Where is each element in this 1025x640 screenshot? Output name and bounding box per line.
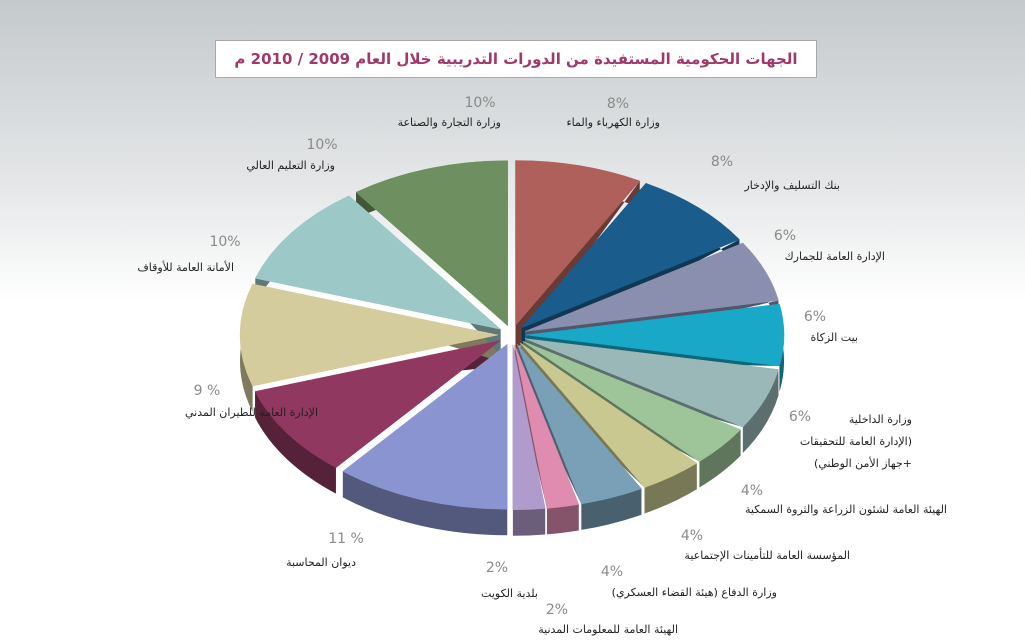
category-label: بنك التسليف والإدخار xyxy=(744,179,840,192)
slice xyxy=(254,340,501,468)
category-label: المؤسسة العامة للتأمينات الإجتماعية xyxy=(684,549,850,562)
value-label: 10% xyxy=(464,95,496,111)
value-label: 8% xyxy=(710,154,734,170)
value-label: 6% xyxy=(773,228,797,244)
category-label: الإدارة العامة للطيران المدني xyxy=(184,406,318,419)
slice xyxy=(515,160,641,327)
category-label: الهيئة العامة للمعلومات المدنية xyxy=(538,623,678,636)
category-label: ديوان المحاسبة xyxy=(286,556,356,569)
value-label: 4% xyxy=(680,528,704,544)
category-label: وزارة التجارة والصناعة xyxy=(397,116,501,129)
category-label: بلدية الكويت xyxy=(481,587,538,600)
slice xyxy=(524,242,779,332)
value-label: 4% xyxy=(600,564,624,580)
slice xyxy=(522,341,742,462)
slice xyxy=(239,283,499,387)
slice xyxy=(524,338,779,428)
category-label: الهيئة العامة لشئون الزراعة والثروة السم… xyxy=(745,503,947,516)
value-label: 6% xyxy=(788,409,812,425)
chart-title: الجهات الحكومية المستفيدة من الدورات الت… xyxy=(215,40,817,78)
slice xyxy=(521,182,740,329)
slice xyxy=(512,344,546,511)
value-label: 11 % xyxy=(328,531,364,547)
category-label: الإدارة العامة للجمارك xyxy=(784,250,885,263)
slice xyxy=(254,195,502,330)
slice xyxy=(342,343,508,510)
slice xyxy=(525,303,785,367)
value-label: 6% xyxy=(803,309,827,325)
value-label: 10% xyxy=(306,137,338,153)
category-label: وزارة التعليم العالي xyxy=(246,159,335,172)
value-label: 9 % xyxy=(193,383,221,399)
category-label: بيت الزكاة xyxy=(810,331,858,344)
slice xyxy=(520,342,698,488)
category-label: وزارة الداخلية (الإدارة العامة للتحقيقات… xyxy=(799,413,912,470)
value-label: 8% xyxy=(606,96,630,112)
category-label: الأمانة العامة للأوقاف xyxy=(137,261,234,274)
value-label: 10% xyxy=(209,234,241,250)
value-label: 4% xyxy=(740,483,764,499)
category-label: وزارة الدفاع (هيئة القضاء العسكري) xyxy=(611,586,777,599)
slice xyxy=(516,343,642,505)
value-label: 2% xyxy=(545,602,569,618)
category-label: وزارة الكهرباء والماء xyxy=(566,116,660,129)
value-label: 2% xyxy=(485,560,509,576)
slice xyxy=(355,160,508,327)
slice xyxy=(514,344,580,509)
